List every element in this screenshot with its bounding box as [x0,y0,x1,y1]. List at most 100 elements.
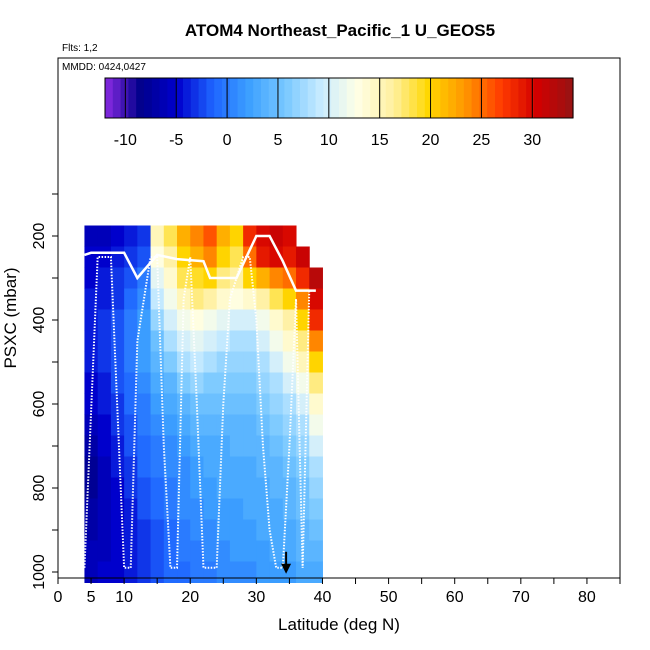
heatmap-cell [190,351,204,373]
x-axis: 0 5 10 20 30 40 50 60 70 80 [54,578,621,606]
heatmap-cell [203,225,218,247]
heatmap-cell [110,246,125,268]
heatmap-cell [124,267,138,289]
heatmap-cell [163,519,178,541]
heatmap-cell [229,540,244,562]
heatmap-cell [150,477,165,499]
heatmap-cell [309,288,323,310]
heatmap-cell [163,309,178,331]
y-axis: 200 400 600 800 1000 [31,193,58,590]
heatmap-cell [216,225,231,247]
heatmap-cell [84,456,99,478]
heatmap-cell [163,372,178,394]
colorbar-segment [510,78,519,118]
colorbar-segment [292,78,301,118]
colorbar-segment [346,78,356,118]
heatmap-cell [150,519,165,541]
heatmap-cell [243,561,257,583]
heatmap-cell [282,351,297,373]
y-tick-label: 600 [31,391,48,418]
colorbar-segment [167,78,176,118]
heatmap-cell [256,414,271,436]
heatmap-cell [97,498,112,520]
colorbar-segment [354,78,363,118]
heatmap-cell [150,456,165,478]
heatmap-cell [84,372,99,394]
heatmap-cell [282,456,297,478]
heatmap-cell [229,288,244,310]
heatmap-cell [97,477,112,499]
heatmap-cell [256,288,271,310]
colorbar-segment [331,78,340,118]
heatmap-cell [177,246,191,268]
heatmap-cell [163,561,178,583]
heatmap-cell [256,351,271,373]
heatmap-cell [229,393,244,415]
heatmap-cell [216,519,231,541]
heatmap-cell [124,225,138,247]
colorbar-segment [276,78,285,118]
heatmap-cell [110,351,125,373]
heatmap-cell [163,540,178,562]
heatmap-cell [97,309,112,331]
heatmap-cell [203,288,218,310]
heatmap-cell [309,435,323,457]
heatmap-cell [203,414,218,436]
colorbar-segment [417,78,426,118]
colorbar-segment [409,78,418,118]
heatmap-cell [203,540,218,562]
heatmap-cell [150,309,165,331]
y-axis-label: PSXC (mbar) [1,267,20,368]
flights-label: Flts: 1,2 [62,43,98,54]
heatmap-cell [190,267,204,289]
heatmap-cell [256,540,271,562]
heatmap-cell [177,393,191,415]
colorbar-segment [518,78,527,118]
heatmap-cell [203,561,218,583]
heatmap-cell [177,225,191,247]
heatmap-cell [203,246,218,268]
colorbar-tick-label: -5 [169,132,183,149]
heatmap-cell [137,414,152,436]
heatmap-cell [97,561,112,583]
heatmap-cell [203,456,218,478]
colorbar-segment [315,78,324,118]
colorbar-segment [198,78,207,118]
colorbar-segment [120,78,129,118]
heatmap-cell [137,351,152,373]
heatmap-cell [296,540,310,562]
heatmap-cell [309,351,323,373]
colorbar-segment [448,78,457,118]
heatmap-cell [124,372,138,394]
heatmap-cell [137,393,152,415]
colorbar-segment [128,78,137,118]
heatmap-cell [229,498,244,520]
colorbar-segment [401,78,410,118]
heatmap-cell [177,309,191,331]
heatmap-cell [243,414,257,436]
colorbar-segment [151,78,161,118]
heatmap-cell [150,393,165,415]
tropopause-polyline [84,234,316,292]
heatmap-cell [97,351,112,373]
heatmap-cell [216,246,231,268]
heatmap-cell [163,225,178,247]
heatmap-cell [150,288,165,310]
x-tick-label: 0 [54,589,63,606]
flight-track [83,256,316,569]
colorbar-tick-label: 25 [473,132,491,149]
plot-frame [57,57,621,579]
heatmap-cell [203,372,218,394]
heatmap-cell [229,225,244,247]
heatmap-cell [216,393,231,415]
heatmap-cell [97,288,112,310]
heatmap-cell [163,288,178,310]
heatmap-cell [84,393,99,415]
heatmap-cell [309,393,323,415]
heatmap-cell [124,540,138,562]
heatmap-cell [269,414,284,436]
heatmap-cell [97,540,112,562]
colorbar-tick-label: 30 [523,132,541,149]
heatmap-cell [256,330,271,352]
